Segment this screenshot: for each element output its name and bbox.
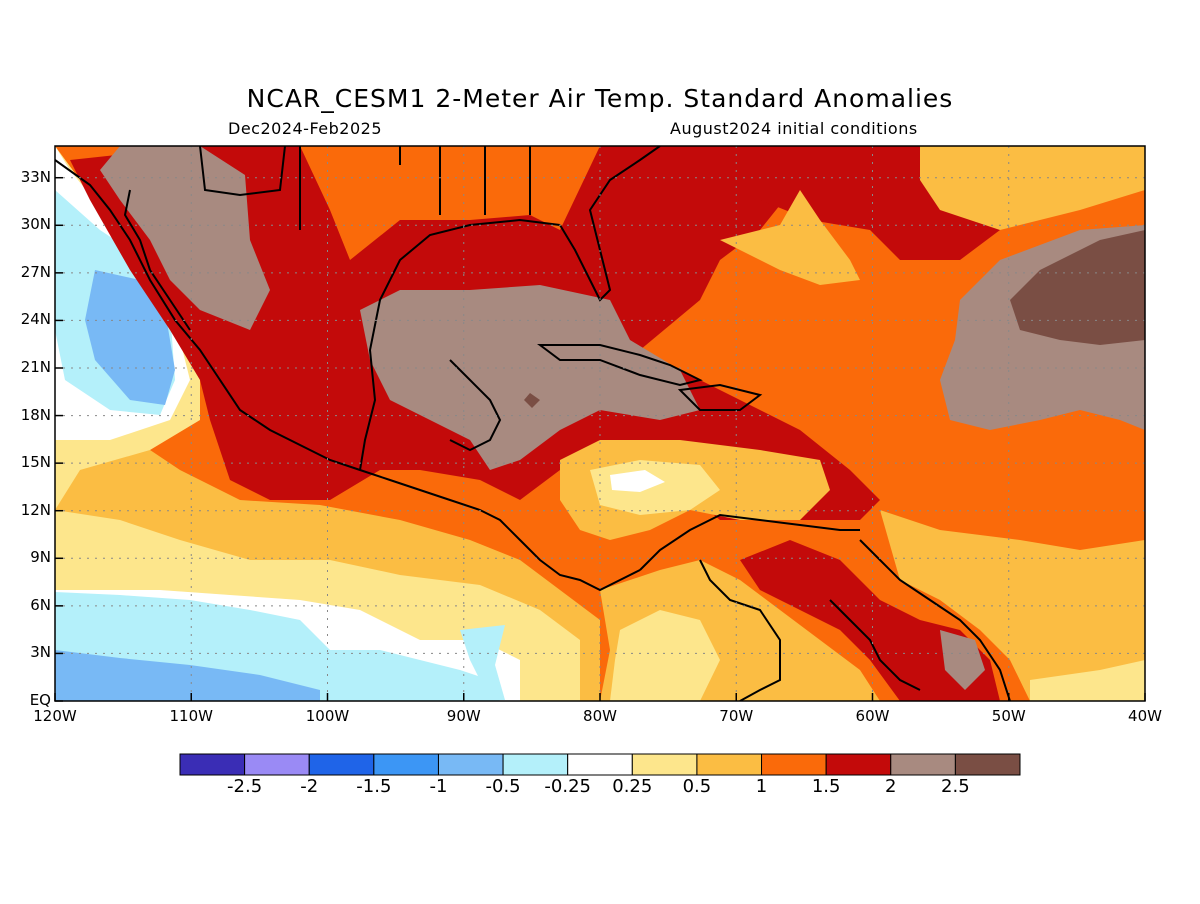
axis-ticks xyxy=(54,176,1146,702)
anomaly-1-atlantic-north xyxy=(920,146,1145,230)
colorbar-label: -0.25 xyxy=(544,776,591,797)
colorbar-label: 2.5 xyxy=(941,776,970,797)
anomaly-05-south-atlantic xyxy=(1030,660,1145,701)
colorbar-swatch xyxy=(373,753,439,776)
country-border-line-2 xyxy=(829,599,921,691)
graticule-grid xyxy=(55,146,1145,701)
anomaly-25-gulf xyxy=(360,285,700,470)
lat-tick-label: 3N xyxy=(30,643,51,662)
colorbar-swatch xyxy=(567,753,633,776)
anomaly-05-south-america xyxy=(610,610,720,701)
colorbar-label: 0.5 xyxy=(682,776,712,797)
colorbar-swatch xyxy=(631,753,698,776)
anomaly-1-south-atlantic xyxy=(880,510,1145,701)
lon-tick-label: 100W xyxy=(305,707,350,725)
colorbar-swatch xyxy=(308,753,375,776)
colorbar-swatch xyxy=(890,753,956,776)
lon-tick-label: 40W xyxy=(1128,707,1162,725)
anomaly-fill-layer xyxy=(55,146,1145,701)
country-border-line xyxy=(699,559,781,701)
page-title: NCAR_CESM1 2-Meter Air Temp. Standard An… xyxy=(246,84,954,113)
season-subtitle: Dec2024-Feb2025 xyxy=(228,119,382,138)
colorbar-label: 1.5 xyxy=(811,776,841,797)
anomaly-3-spot xyxy=(524,393,540,408)
lat-tick-label: EQ xyxy=(29,691,51,709)
colorbar-label: 0.25 xyxy=(612,776,653,797)
coastline-layer xyxy=(55,146,1011,701)
yucatan-coast-line xyxy=(449,359,502,452)
baja-coast-line xyxy=(123,189,191,331)
colorbar-swatch xyxy=(502,753,569,776)
guianas-coast-line xyxy=(859,539,1011,701)
anomaly-25-land xyxy=(100,146,270,330)
lat-tick-label: 24N xyxy=(20,310,51,329)
colorbar-swatch xyxy=(696,753,763,776)
colorbar-label: -1.5 xyxy=(356,776,392,797)
hispaniola-coast-line xyxy=(677,383,763,411)
colorbar-swatch xyxy=(179,753,246,776)
lat-tick-label: 21N xyxy=(20,358,51,376)
lat-tick-label: 6N xyxy=(30,595,51,614)
lon-tick-label: 110W xyxy=(169,707,213,725)
lat-tick-label: 27N xyxy=(20,262,51,281)
colorbar-label: 2 xyxy=(885,776,897,797)
anomaly-2-guianas xyxy=(740,540,1000,701)
lon-tick-label: 90W xyxy=(446,707,481,725)
anomaly-n025-patch xyxy=(460,625,505,700)
colorbar-swatch xyxy=(761,753,827,776)
lon-tick-label: 60W xyxy=(855,707,890,725)
anomaly-n05-south-band xyxy=(55,650,320,701)
colorbar-swatch xyxy=(825,753,892,776)
colorbar xyxy=(179,753,1021,776)
lat-tick-label: 18N xyxy=(20,405,51,424)
florida-coast-line xyxy=(559,146,661,302)
anomaly-025-caribbean xyxy=(610,470,665,492)
us-mexico-borders xyxy=(199,146,531,230)
colorbar-label: -2.5 xyxy=(227,776,263,797)
gulf-west-coast-line xyxy=(359,218,561,471)
colorbar-label: 1 xyxy=(755,776,768,797)
anomaly-25-guianas xyxy=(940,630,985,690)
lon-tick-label: 70W xyxy=(719,707,754,725)
lon-tick-label: 50W xyxy=(991,707,1026,725)
lat-tick-label: 30N xyxy=(20,215,51,234)
lat-tick-label: 9N xyxy=(30,548,51,567)
colorbar-label: -0.5 xyxy=(485,776,521,797)
lat-tick-label: 12N xyxy=(20,500,51,519)
colorbar-swatch xyxy=(244,753,310,776)
colorbar-swatch xyxy=(437,753,504,776)
initial-conditions-subtitle: August2024 initial conditions xyxy=(670,119,918,138)
colorbar-swatch xyxy=(954,753,1021,776)
cuba-coast-line xyxy=(537,344,703,387)
south-america-north-coast-line xyxy=(639,513,860,571)
anomaly-05-band xyxy=(55,146,580,701)
colorbar-label: -2 xyxy=(300,776,319,797)
anomaly-3-atlantic xyxy=(1010,230,1145,345)
lon-tick-label: 80W xyxy=(583,707,617,725)
lon-tick-label: 120W xyxy=(33,707,77,725)
lat-tick-label: 15N xyxy=(20,453,51,472)
lat-tick-label: 33N xyxy=(20,167,51,186)
anomaly-1-atlantic-mid xyxy=(720,190,860,285)
colorbar-label: -1 xyxy=(429,776,448,797)
